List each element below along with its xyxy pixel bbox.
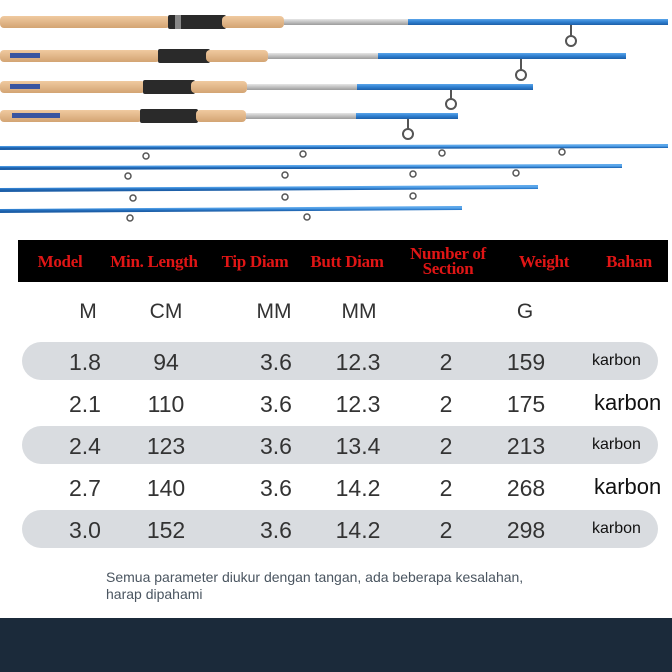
footer-bar <box>0 618 672 672</box>
rod-tip-4 <box>0 206 463 222</box>
cell-butt: 12.3 <box>335 391 381 417</box>
cell-sections: 2 <box>439 391 453 417</box>
rod-tip-3 <box>0 185 539 202</box>
unit-model: M <box>79 300 97 323</box>
cell-butt: 14.2 <box>335 517 381 543</box>
unit-tip: MM <box>256 300 292 323</box>
cell-weight: 159 <box>506 349 546 375</box>
cell-model: 2.7 <box>69 475 101 501</box>
measurement-note: Semua parameter diukur dengan tangan, ad… <box>106 569 606 603</box>
cell-sections: 2 <box>439 475 453 501</box>
table-row: 2.7 140 3.6 14.2 2 268 karbon <box>22 468 662 506</box>
cell-tip: 3.6 <box>260 475 292 501</box>
cell-model: 2.1 <box>69 391 101 417</box>
unit-butt: MM <box>341 300 377 323</box>
rod-butt-4 <box>0 109 458 140</box>
fishing-rods-image <box>0 0 672 236</box>
table-row: 2.1 110 3.6 12.3 2 175 karbon <box>22 384 662 422</box>
rod-butt-3 <box>0 80 533 110</box>
header-model: Model <box>37 251 83 271</box>
cell-material: karbon <box>592 352 641 369</box>
rod-tip-2 <box>0 164 623 180</box>
cell-weight: 175 <box>506 391 546 417</box>
cell-material: karbon <box>594 390 662 415</box>
cell-tip: 3.6 <box>260 391 292 417</box>
cell-butt: 14.2 <box>335 475 381 501</box>
cell-weight: 213 <box>506 433 546 459</box>
rod-tip-1 <box>0 144 669 160</box>
cell-material: karbon <box>594 474 662 499</box>
cell-material: karbon <box>592 520 641 537</box>
cell-length: 140 <box>146 475 186 501</box>
cell-butt: 12.3 <box>335 349 381 375</box>
cell-tip: 3.6 <box>260 433 292 459</box>
header-number-of-section: Number of Section <box>410 244 486 278</box>
spec-table-header: Model Min. Length Tip Diam Butt Diam Num… <box>18 240 668 282</box>
header-bahan: Bahan <box>606 251 652 271</box>
table-row: 1.8 94 3.6 12.3 2 159 karbon <box>22 342 658 380</box>
header-weight: Weight <box>518 251 570 271</box>
rod-butt-2 <box>0 49 626 81</box>
cell-butt: 13.4 <box>335 433 381 459</box>
header-butt-diam: Butt Diam <box>310 251 384 271</box>
cell-sections: 2 <box>439 517 453 543</box>
header-min-length: Min. Length <box>110 251 198 271</box>
cell-length: 94 <box>153 349 179 375</box>
unit-length: CM <box>149 300 183 323</box>
note-line-2: harap dipahami <box>106 586 203 602</box>
unit-weight: G <box>516 300 534 323</box>
header-tip-diam: Tip Diam <box>221 251 289 271</box>
cell-model: 1.8 <box>69 349 101 375</box>
cell-length: 152 <box>146 517 186 543</box>
cell-material: karbon <box>592 436 641 453</box>
cell-length: 110 <box>147 391 185 417</box>
note-line-1: Semua parameter diukur dengan tangan, ad… <box>106 569 524 585</box>
cell-model: 3.0 <box>69 517 101 543</box>
table-row: 3.0 152 3.6 14.2 2 298 karbon <box>22 510 658 548</box>
rod-butt-1 <box>0 15 668 47</box>
cell-tip: 3.6 <box>260 517 292 543</box>
table-row: 2.4 123 3.6 13.4 2 213 karbon <box>22 426 658 464</box>
cell-weight: 268 <box>506 475 546 501</box>
cell-sections: 2 <box>439 433 453 459</box>
cell-sections: 2 <box>439 349 453 375</box>
cell-tip: 3.6 <box>260 349 292 375</box>
cell-weight: 298 <box>506 517 546 543</box>
cell-model: 2.4 <box>69 433 101 459</box>
cell-length: 123 <box>146 433 186 459</box>
